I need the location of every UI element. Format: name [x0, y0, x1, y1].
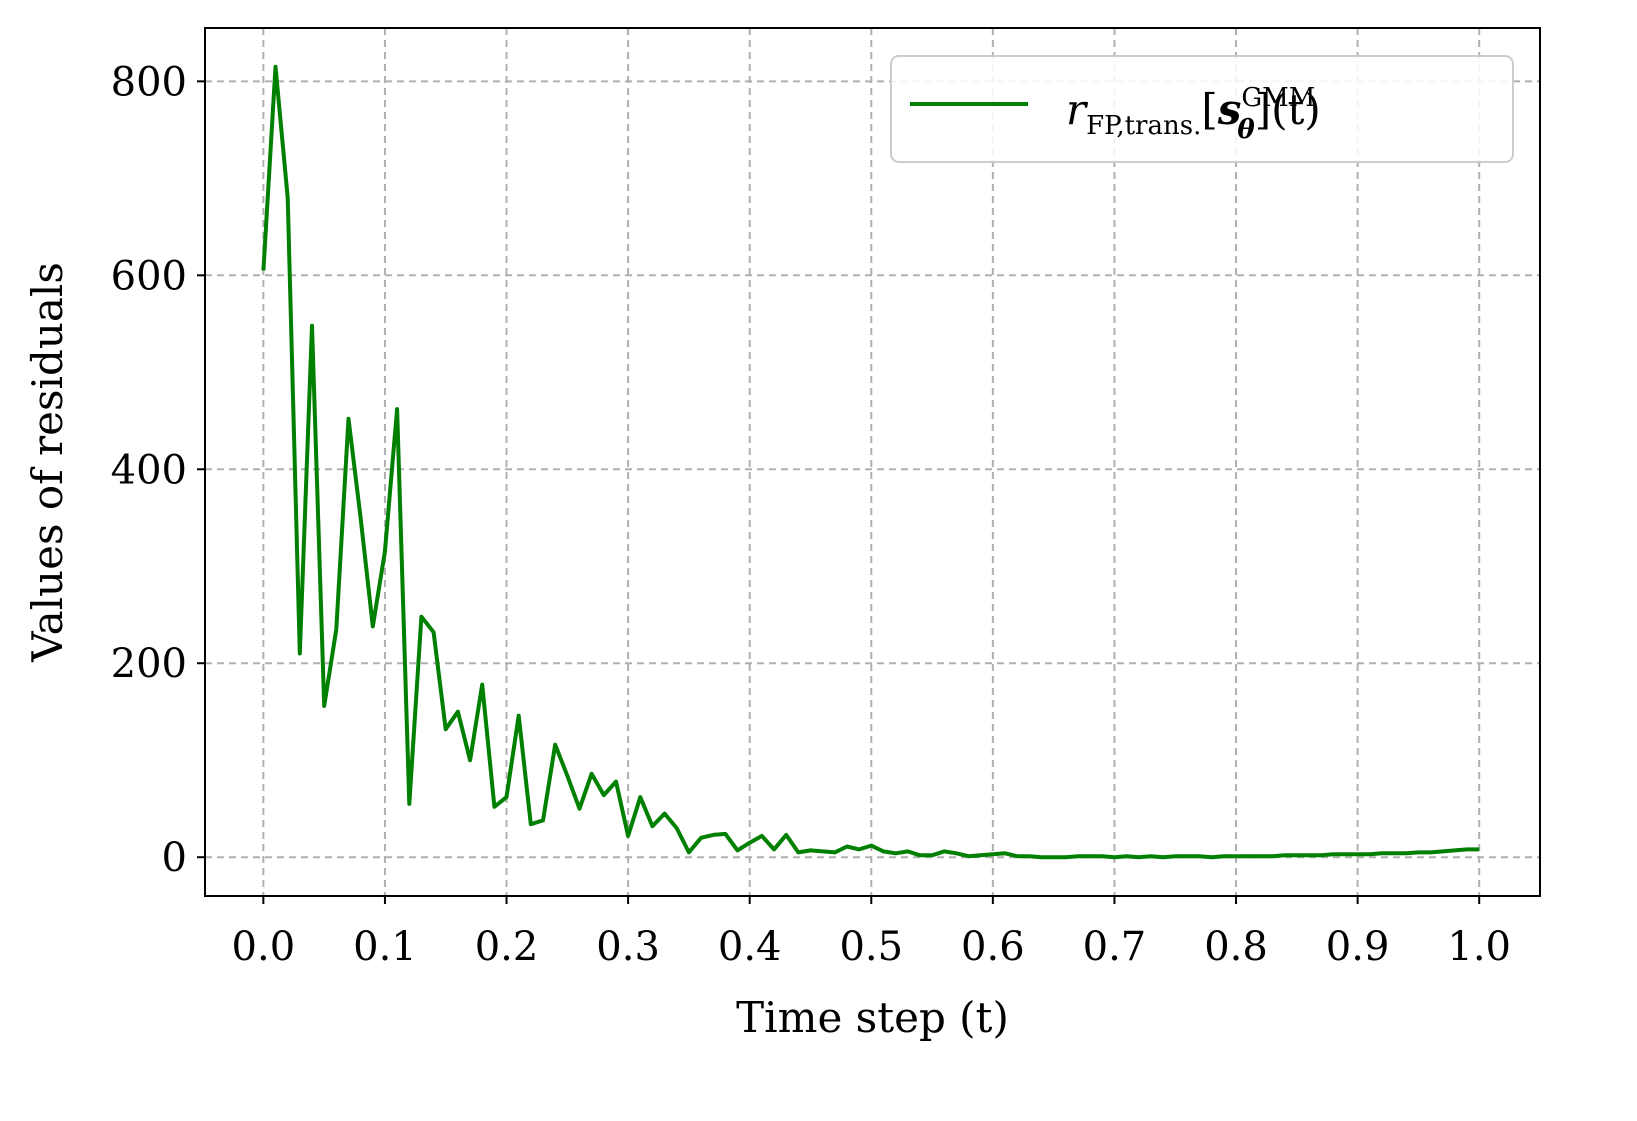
x-tick-label: 1.0: [1447, 924, 1511, 970]
series-layer: [261, 64, 1480, 860]
legend-box: [890, 55, 1514, 163]
x-tick-label: 0.1: [353, 924, 417, 970]
legend-var-subscript: θ: [1237, 115, 1255, 145]
x-tick-label: 0.4: [718, 924, 782, 970]
axis-ticks: 0.0 0.1 0.2 0.3 0.4 0.5 0.6 0.7 0.8 0.9 1.0 0 200 400…: [111, 59, 1511, 970]
legend-symbol: r: [1066, 85, 1089, 134]
plot-frame: [204, 27, 1541, 897]
x-tick-label: 0.9: [1326, 924, 1390, 970]
y-axis-label: Values of residuals: [23, 262, 72, 663]
x-tick-label: 0.5: [839, 924, 903, 970]
x-tick-label: 0.7: [1083, 924, 1147, 970]
x-tick-label: 0.2: [475, 924, 539, 970]
legend-open-bracket: [: [1201, 85, 1217, 134]
x-tick-label: 0.0: [232, 924, 296, 970]
legend-close: ](t): [1255, 85, 1321, 134]
legend-var: s: [1217, 85, 1242, 134]
legend: rFP,trans.[sGMM θ](t): [890, 55, 1514, 163]
legend-subscript: FP,trans.: [1086, 111, 1201, 141]
grid: [205, 28, 1540, 896]
x-axis-label: Time step (t): [736, 993, 1009, 1042]
legend-var-superscript: GMM: [1241, 83, 1315, 113]
y-tick-label: 0: [162, 835, 187, 881]
y-tick-label: 200: [111, 641, 187, 687]
x-tick-label: 0.8: [1204, 924, 1268, 970]
y-tick-label: 400: [111, 447, 187, 493]
y-tick-label: 800: [111, 59, 187, 105]
y-tick-label: 600: [111, 253, 187, 299]
x-tick-label: 0.6: [961, 924, 1025, 970]
x-tick-label: 0.3: [596, 924, 660, 970]
legend-label: rFP,trans.[sGMM θ](t): [1066, 83, 1321, 145]
